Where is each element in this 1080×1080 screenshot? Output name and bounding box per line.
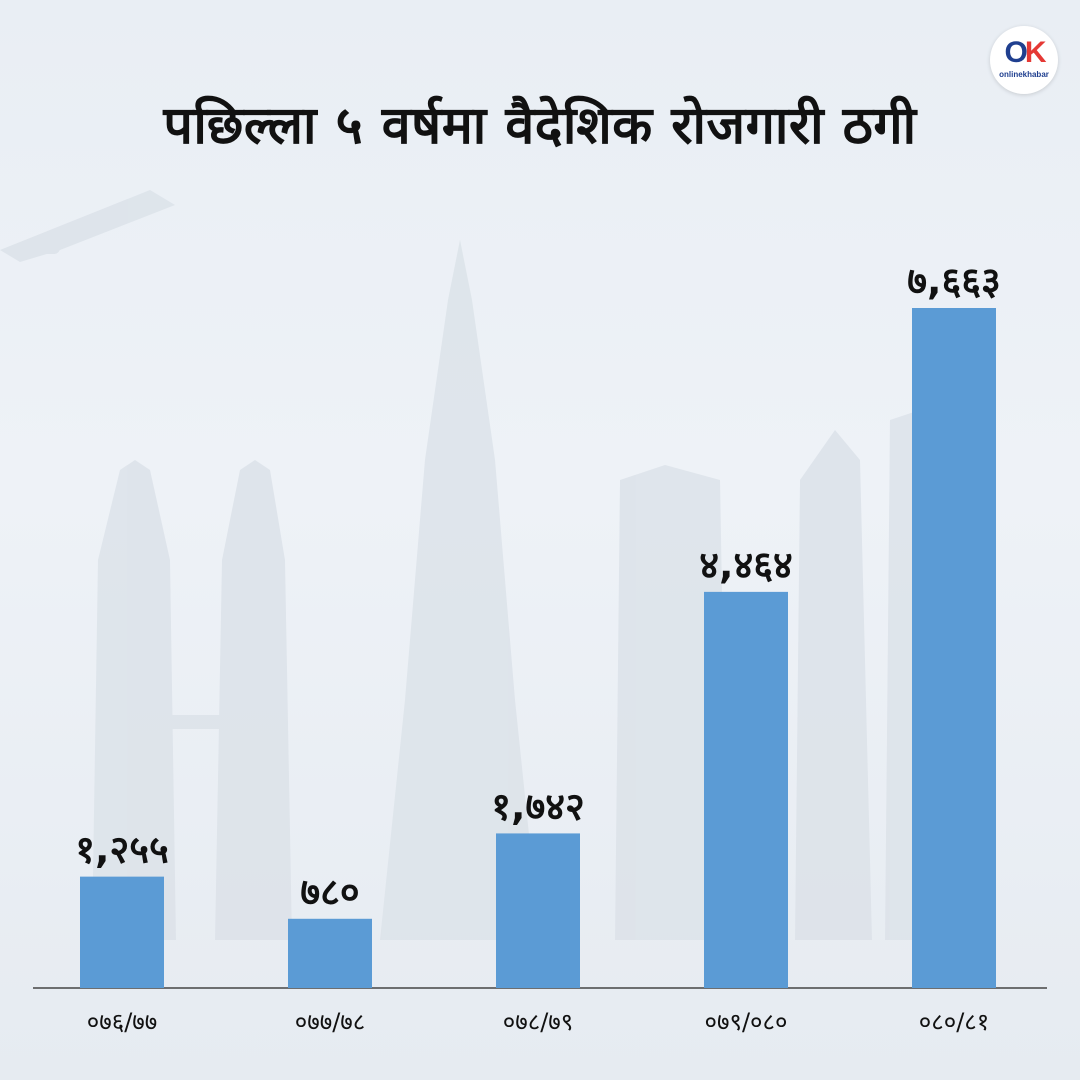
x-tick-label: ०७७/७८ <box>295 1008 366 1036</box>
logo-mark-right: K <box>1024 36 1047 69</box>
data-label: १,७४२ <box>491 784 584 828</box>
logo-wordmark: onlinekhabar <box>999 70 1049 79</box>
bar <box>912 308 996 988</box>
bar <box>496 833 580 988</box>
bar <box>288 918 372 988</box>
bar <box>704 591 788 988</box>
chart-title: पछिल्ला ५ वर्षमा वैदेशिक रोजगारी ठगी <box>163 96 917 156</box>
x-tick-label: ०७८/७९ <box>503 1008 574 1036</box>
logo-mark-left: O <box>1004 36 1027 69</box>
data-label: १,२५५ <box>75 828 168 872</box>
logo-mark: OK <box>990 36 1058 70</box>
x-tick-label: ०७९/०८० <box>705 1008 788 1036</box>
data-label: ४,४६४ <box>699 543 792 587</box>
x-tick-label: ०७६/७७ <box>87 1008 158 1036</box>
data-label: ७८० <box>300 870 359 914</box>
data-label: ७,६६३ <box>907 259 1000 303</box>
x-tick-label: ०८०/८१ <box>919 1008 990 1036</box>
bar <box>80 876 164 988</box>
onlinekhabar-logo: OK onlinekhabar <box>990 26 1058 94</box>
